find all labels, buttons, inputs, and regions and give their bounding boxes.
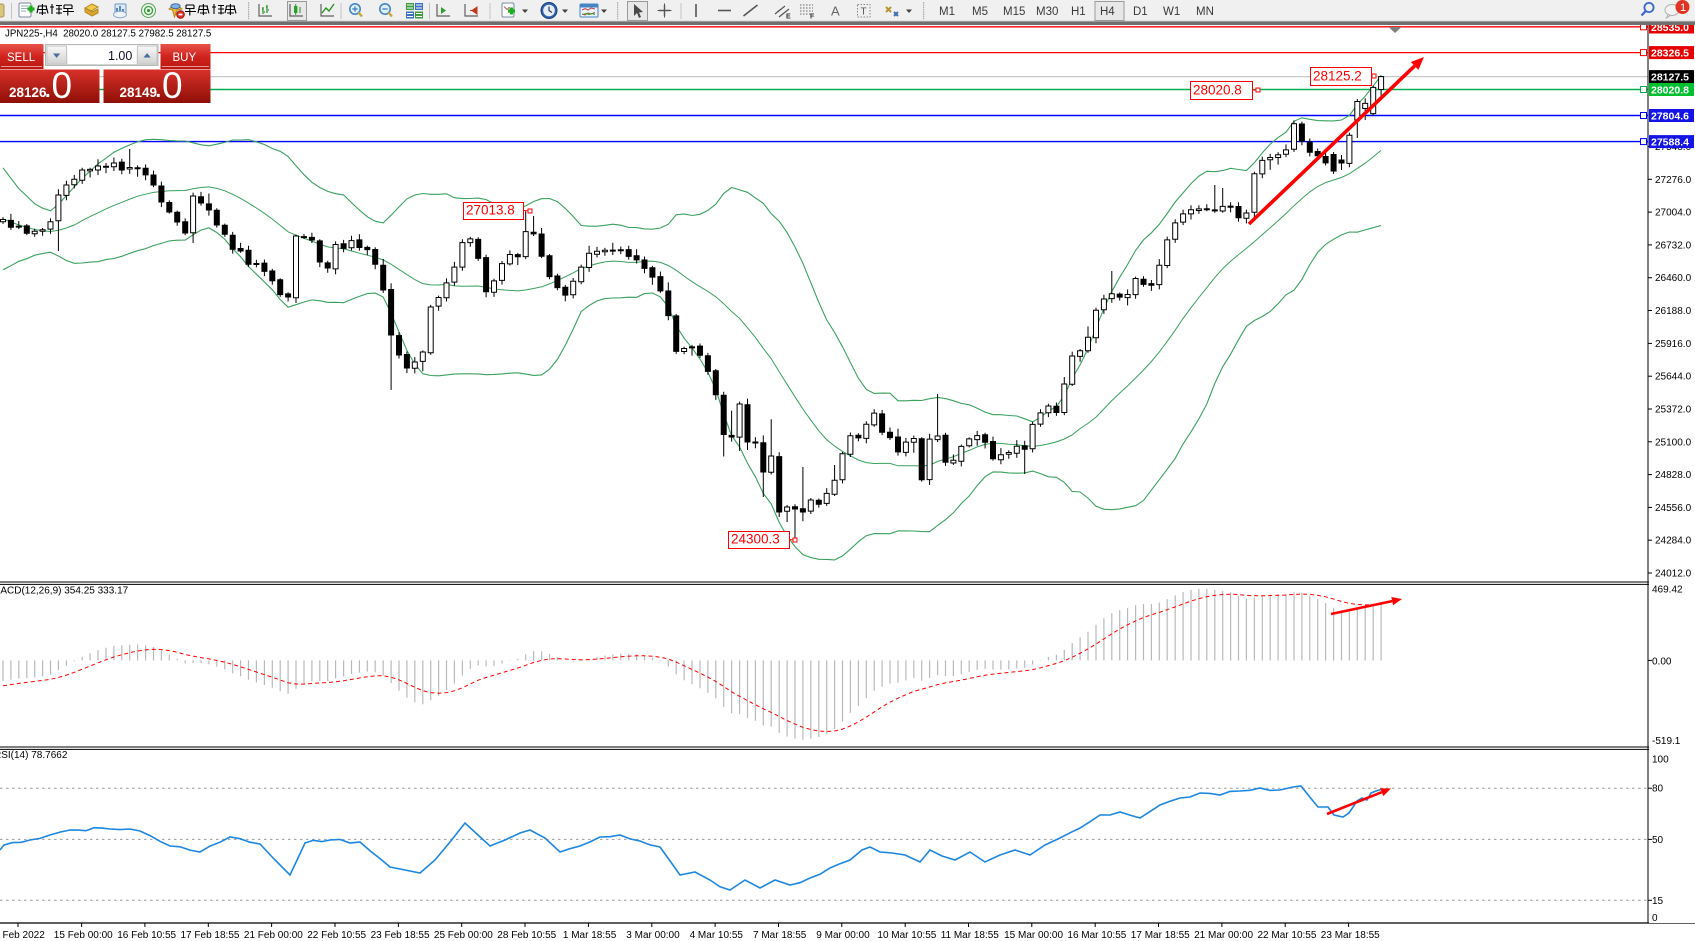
svg-text:1 Mar 18:55: 1 Mar 18:55 bbox=[563, 930, 617, 941]
svg-text:24012.0: 24012.0 bbox=[1655, 569, 1692, 580]
svg-text:1: 1 bbox=[1680, 2, 1686, 14]
svg-text:SELL: SELL bbox=[7, 52, 36, 64]
svg-text:M5: M5 bbox=[972, 6, 988, 18]
svg-text:4 Mar 10:55: 4 Mar 10:55 bbox=[690, 930, 744, 941]
svg-text:1.00: 1.00 bbox=[108, 49, 132, 63]
svg-text:M30: M30 bbox=[1036, 6, 1058, 18]
svg-text:.: . bbox=[156, 80, 162, 102]
svg-text:27588.4: 27588.4 bbox=[1651, 137, 1689, 149]
svg-text:MACD(12,26,9) 354.25 333.17: MACD(12,26,9) 354.25 333.17 bbox=[0, 586, 129, 597]
svg-text:27004.0: 27004.0 bbox=[1655, 208, 1692, 219]
svg-text:9 Mar 00:00: 9 Mar 00:00 bbox=[816, 930, 870, 941]
svg-text:JPN225-,H4 28020.0 28127.5 27: JPN225-,H4 28020.0 28127.5 27982.5 28127… bbox=[5, 29, 211, 40]
svg-text:22 Feb 10:55: 22 Feb 10:55 bbox=[307, 930, 366, 941]
svg-text:H4: H4 bbox=[1100, 6, 1115, 18]
svg-text:17 Feb 18:55: 17 Feb 18:55 bbox=[181, 930, 240, 941]
svg-text:M1: M1 bbox=[939, 6, 955, 18]
svg-text:21 Feb 00:00: 21 Feb 00:00 bbox=[244, 930, 303, 941]
svg-text:25100.0: 25100.0 bbox=[1655, 437, 1692, 448]
svg-text:27804.6: 27804.6 bbox=[1651, 111, 1689, 123]
svg-text:10 Mar 10:55: 10 Mar 10:55 bbox=[877, 930, 936, 941]
svg-text:25372.0: 25372.0 bbox=[1655, 405, 1692, 416]
svg-text:H1: H1 bbox=[1071, 6, 1086, 18]
svg-text:26188.0: 26188.0 bbox=[1655, 306, 1692, 317]
svg-text:W1: W1 bbox=[1163, 6, 1180, 18]
svg-text:100: 100 bbox=[1652, 755, 1669, 766]
svg-text:BUY: BUY bbox=[173, 52, 197, 64]
svg-text:50: 50 bbox=[1652, 835, 1664, 846]
svg-text:11 Mar 18:55: 11 Mar 18:55 bbox=[941, 930, 1000, 941]
svg-text:28020.8: 28020.8 bbox=[1193, 83, 1242, 98]
svg-text:D1: D1 bbox=[1133, 6, 1148, 18]
svg-text:.: . bbox=[45, 80, 51, 102]
svg-text:0: 0 bbox=[1652, 913, 1658, 924]
svg-text:-519.1: -519.1 bbox=[1652, 736, 1681, 747]
svg-text:16 Feb 10:55: 16 Feb 10:55 bbox=[117, 930, 176, 941]
svg-text:0: 0 bbox=[162, 65, 183, 106]
svg-text:7 Mar 18:55: 7 Mar 18:55 bbox=[753, 930, 807, 941]
svg-text:16 Mar 10:55: 16 Mar 10:55 bbox=[1067, 930, 1126, 941]
svg-text:0.00: 0.00 bbox=[1652, 656, 1672, 667]
svg-text:15: 15 bbox=[1652, 896, 1664, 907]
svg-text:Feb 2022: Feb 2022 bbox=[3, 930, 46, 941]
svg-text:17 Mar 18:55: 17 Mar 18:55 bbox=[1131, 930, 1190, 941]
svg-text:24828.0: 24828.0 bbox=[1655, 470, 1692, 481]
svg-text:E: E bbox=[786, 14, 791, 21]
svg-text:28020.8: 28020.8 bbox=[1651, 85, 1689, 97]
svg-text:15 Mar 00:00: 15 Mar 00:00 bbox=[1004, 930, 1063, 941]
svg-text:MN: MN bbox=[1196, 6, 1214, 18]
svg-text:24556.0: 24556.0 bbox=[1655, 503, 1692, 514]
svg-text:25916.0: 25916.0 bbox=[1655, 339, 1692, 350]
svg-text:21 Mar 00:00: 21 Mar 00:00 bbox=[1194, 930, 1253, 941]
svg-text:T: T bbox=[861, 7, 867, 18]
svg-text:23 Mar 18:55: 23 Mar 18:55 bbox=[1321, 930, 1380, 941]
svg-text:28 Feb 10:55: 28 Feb 10:55 bbox=[497, 930, 556, 941]
svg-text:15 Feb 00:00: 15 Feb 00:00 bbox=[54, 930, 113, 941]
svg-text:A: A bbox=[831, 4, 840, 19]
svg-text:24300.3: 24300.3 bbox=[731, 532, 780, 547]
svg-text:3 Mar 00:00: 3 Mar 00:00 bbox=[626, 930, 680, 941]
svg-text:23 Feb 18:55: 23 Feb 18:55 bbox=[371, 930, 430, 941]
svg-text:22 Mar 10:55: 22 Mar 10:55 bbox=[1258, 930, 1317, 941]
svg-text:28326.5: 28326.5 bbox=[1651, 48, 1689, 60]
svg-text:26732.0: 26732.0 bbox=[1655, 240, 1692, 251]
svg-text:469.42: 469.42 bbox=[1652, 585, 1683, 596]
svg-text:0: 0 bbox=[52, 65, 73, 106]
svg-text:24284.0: 24284.0 bbox=[1655, 536, 1692, 547]
svg-text:F: F bbox=[810, 14, 815, 21]
svg-text:80: 80 bbox=[1652, 784, 1664, 795]
svg-text:26460.0: 26460.0 bbox=[1655, 273, 1692, 284]
svg-text:M15: M15 bbox=[1003, 6, 1025, 18]
svg-text:27013.8: 27013.8 bbox=[466, 203, 515, 218]
svg-text:25644.0: 25644.0 bbox=[1655, 372, 1692, 383]
svg-text:28126: 28126 bbox=[9, 85, 47, 100]
svg-text:25 Feb 00:00: 25 Feb 00:00 bbox=[434, 930, 493, 941]
svg-text:28125.2: 28125.2 bbox=[1313, 69, 1362, 84]
svg-text:27276.0: 27276.0 bbox=[1655, 175, 1692, 186]
svg-text:28149: 28149 bbox=[120, 85, 158, 100]
svg-text:RSI(14) 78.7662: RSI(14) 78.7662 bbox=[0, 750, 68, 761]
svg-text:28127.5: 28127.5 bbox=[1651, 72, 1689, 84]
